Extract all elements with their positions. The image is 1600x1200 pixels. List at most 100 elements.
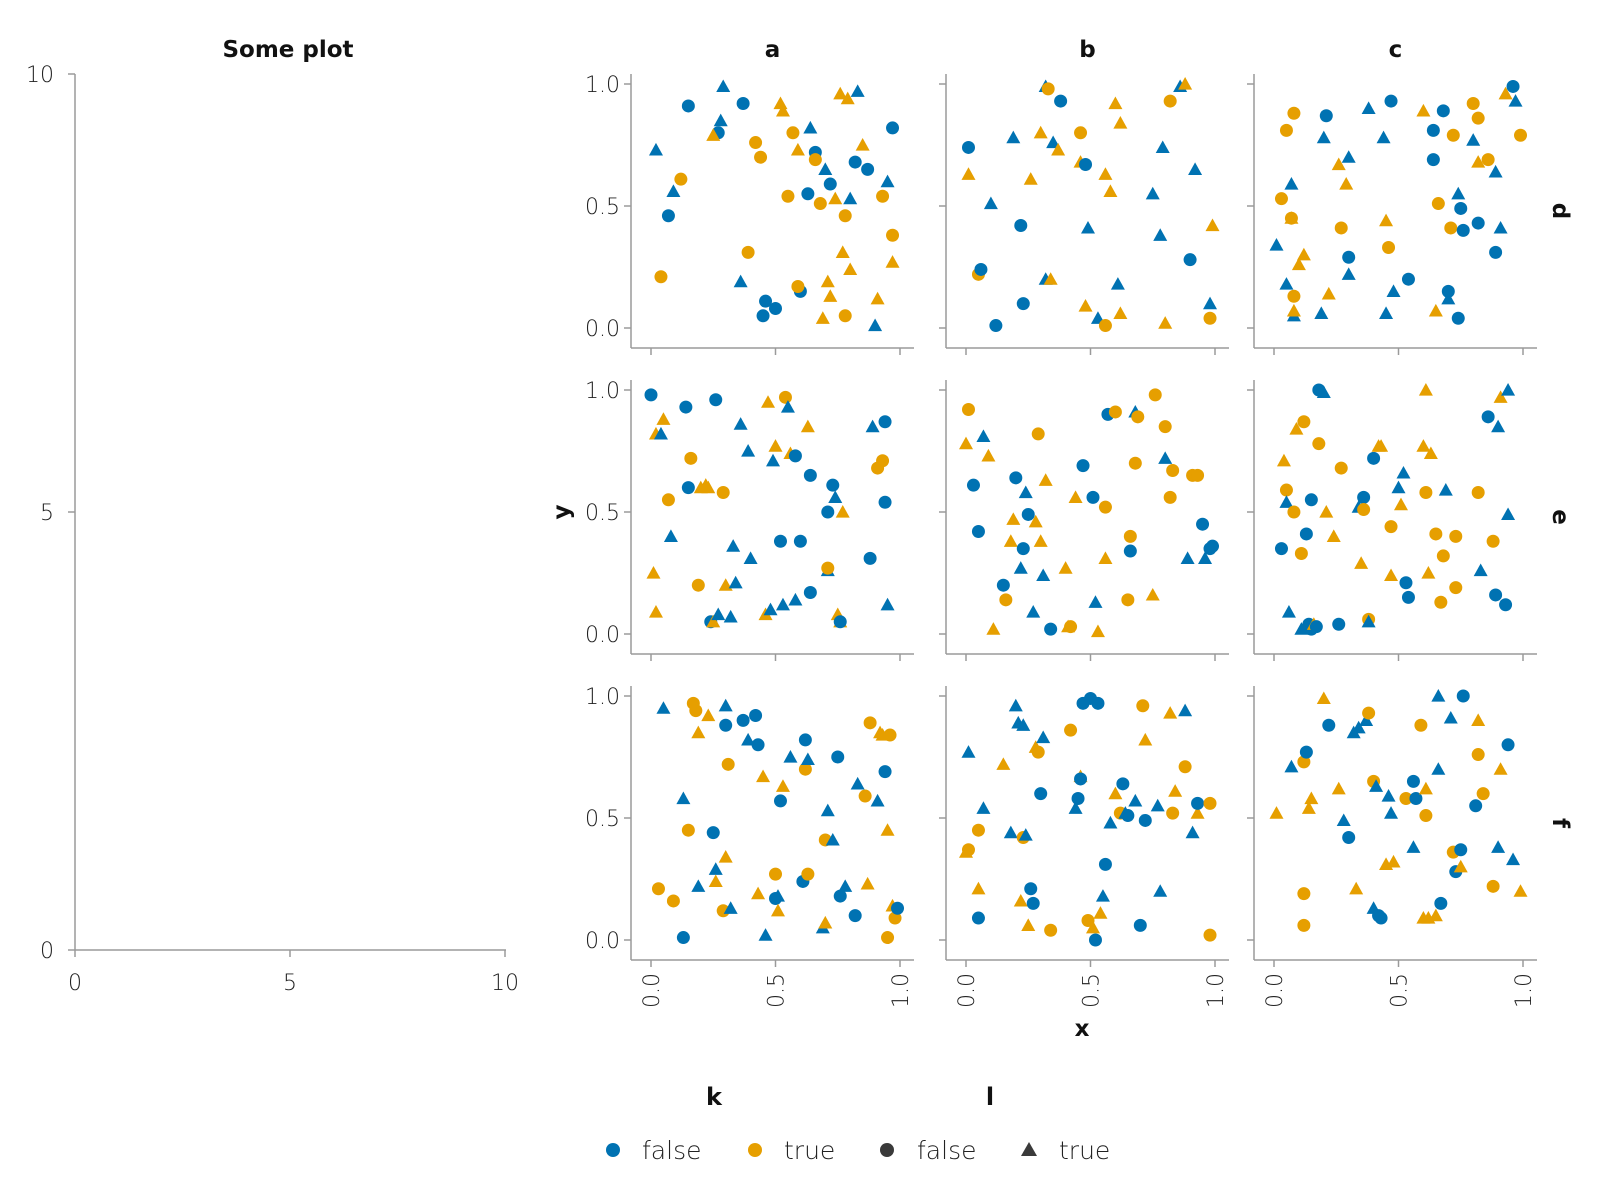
data-point-circle [773, 794, 787, 808]
data-point-circle [1166, 464, 1180, 478]
left-y-tick-label: 10 [26, 63, 54, 88]
data-point-circle [1429, 527, 1443, 541]
data-point-circle [1357, 503, 1371, 517]
data-point-triangle [959, 436, 973, 450]
data-point-triangle [788, 592, 803, 606]
legend-swatch-k-false [606, 1143, 620, 1157]
data-point-triangle [1286, 303, 1301, 317]
data-point-triangle [1006, 512, 1021, 525]
data-point-circle [1044, 622, 1058, 636]
x-tick-label: 1.0 [889, 973, 914, 1008]
data-point-triangle [666, 184, 681, 197]
data-point-triangle [1028, 514, 1043, 528]
data-point-triangle [1138, 732, 1153, 746]
left-x-tick-label: 10 [491, 971, 519, 996]
data-point-circle [1476, 787, 1490, 801]
data-point-triangle [1023, 172, 1038, 185]
data-point-circle [891, 901, 905, 915]
data-point-circle [1098, 319, 1112, 333]
data-point-circle [1434, 595, 1448, 609]
facet-grid: a b c d e f 0.0 0.5 1.0 0.0 0.5 1.0 0.0 0.5 1.0 0.0 0.5 1… [585, 37, 1573, 1008]
y-tick-label: 1.0 [585, 379, 620, 404]
data-point-triangle [1026, 605, 1041, 618]
data-point-circle [749, 709, 763, 723]
data-point-circle [838, 209, 852, 223]
data-point-circle [1481, 153, 1495, 167]
left-x-tick-label: 0 [68, 971, 82, 996]
data-point-triangle [1349, 881, 1364, 895]
data-point-triangle [961, 167, 976, 180]
facet-x-axis-label: x [1075, 1016, 1090, 1042]
data-point-circle [1297, 887, 1311, 901]
data-point-triangle [648, 605, 663, 618]
data-point-circle [803, 468, 817, 482]
data-point-circle [1382, 240, 1396, 254]
data-point-circle [751, 738, 765, 752]
data-point-triangle [718, 578, 733, 591]
data-point-triangle [1428, 303, 1443, 317]
data-point-triangle [800, 752, 815, 766]
data-point-triangle [1501, 383, 1516, 396]
data-point-circle [863, 716, 877, 730]
data-point-circle [971, 823, 985, 837]
data-point-circle [1166, 806, 1180, 820]
data-point-circle [1322, 718, 1336, 732]
data-point-triangle [818, 915, 833, 929]
x-tick-label: 0.0 [640, 973, 665, 1008]
data-point-triangle [1381, 789, 1396, 802]
data-point-triangle [763, 602, 778, 616]
data-point-circle [1121, 809, 1135, 823]
data-point-triangle [1418, 781, 1433, 795]
data-point-circle [1399, 576, 1413, 590]
data-point-circle [1123, 544, 1137, 558]
data-point-circle [1071, 791, 1085, 805]
data-point-triangle [1384, 806, 1399, 819]
data-point-triangle [996, 757, 1011, 770]
data-point-triangle [986, 622, 1001, 635]
data-point-triangle [1168, 784, 1183, 797]
data-point-triangle [780, 400, 795, 413]
data-point-circle [1471, 485, 1485, 499]
data-point-circle [786, 126, 800, 140]
data-point-circle [808, 153, 822, 167]
data-point-circle [996, 578, 1010, 592]
data-point-triangle [1428, 908, 1443, 922]
data-point-circle [888, 911, 902, 925]
facet-column-title-b: b [1079, 37, 1095, 63]
data-point-triangle [733, 417, 748, 430]
data-point-triangle [708, 862, 723, 875]
data-point-triangle [1108, 96, 1123, 110]
data-point-circle [1374, 911, 1388, 925]
data-point-triangle [1078, 299, 1093, 312]
data-point-triangle [773, 96, 788, 110]
data-point-circle [1399, 791, 1413, 805]
data-point-triangle [1188, 162, 1203, 175]
data-point-triangle [1301, 801, 1316, 814]
data-point-circle [716, 485, 730, 499]
x-tick-label: 1.0 [1512, 973, 1537, 1008]
data-point-circle [1471, 748, 1485, 762]
data-point-triangle [1180, 551, 1195, 564]
data-point-circle [1031, 427, 1045, 441]
data-point-circle [1108, 405, 1122, 419]
data-point-circle [1419, 809, 1433, 823]
data-point-circle [881, 931, 895, 945]
data-point-circle [1287, 289, 1301, 303]
data-point-triangle [1006, 130, 1021, 144]
facet-panel-b-d [939, 74, 1229, 355]
data-point-circle [1074, 126, 1088, 140]
data-point-circle [1044, 923, 1058, 937]
data-point-triangle [1304, 791, 1319, 805]
data-point-circle [1148, 388, 1162, 402]
data-point-triangle [1013, 561, 1028, 574]
data-point-circle [1401, 272, 1415, 286]
data-point-circle [1163, 490, 1177, 504]
data-point-triangle [1443, 710, 1458, 724]
legend-color-title: k [706, 1083, 723, 1111]
data-point-circle [1319, 109, 1333, 123]
data-point-circle [801, 867, 815, 881]
data-point-circle [971, 911, 985, 925]
facet-row-title-e: e [1547, 509, 1573, 525]
data-point-triangle [770, 889, 785, 902]
data-point-triangle [835, 505, 850, 518]
